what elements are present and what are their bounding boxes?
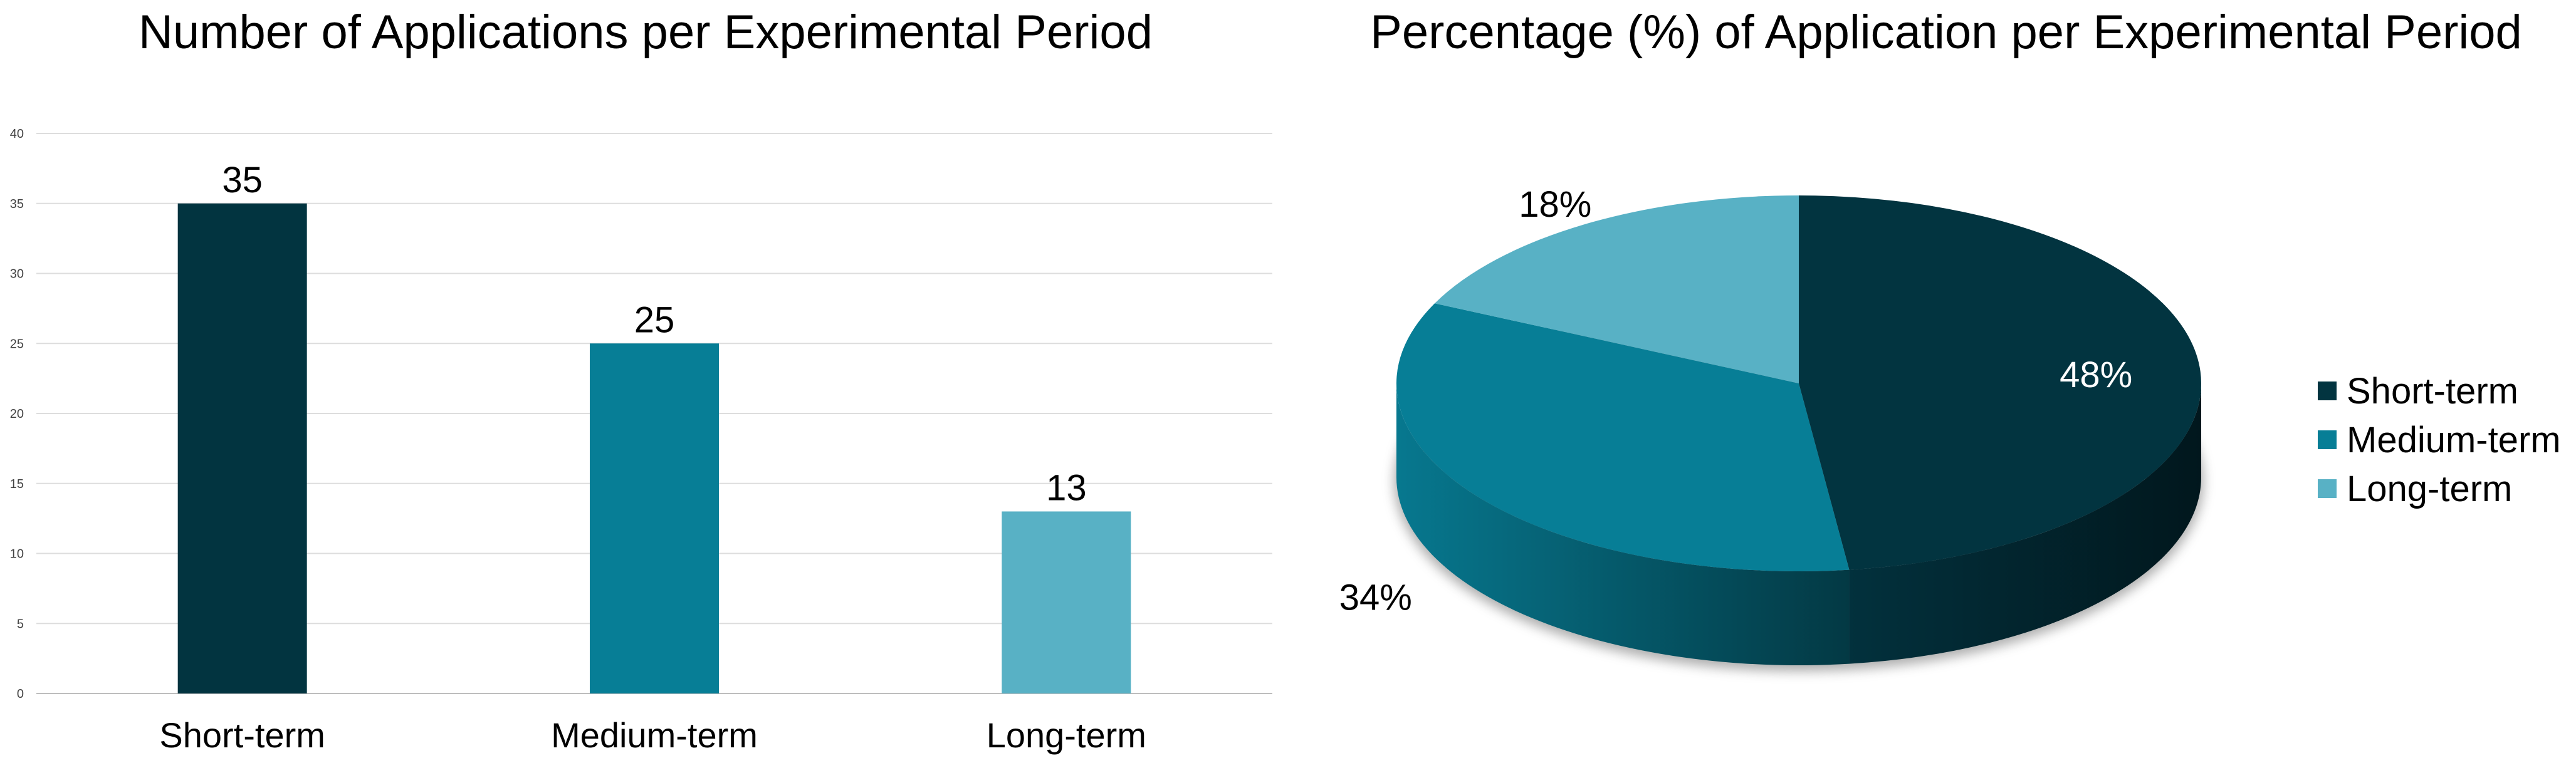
legend-label-short-term: Short-term — [2347, 370, 2518, 412]
legend-item-short-term: Short-term — [2318, 366, 2561, 415]
pie-chart-plot: 48% 34% 18% — [1339, 184, 2204, 672]
pie-value-label-long-term: 18% — [1519, 184, 1591, 225]
y-tick-label: 35 — [10, 197, 24, 211]
y-tick-label: 0 — [17, 687, 24, 701]
x-tick-label-short-term: Short-term — [159, 715, 325, 755]
y-tick-label: 25 — [10, 337, 24, 351]
pie-value-label-short-term: 48% — [2060, 355, 2132, 395]
legend-swatch-long-term — [2318, 479, 2337, 498]
pie-legend: Short-term Medium-term Long-term — [2318, 366, 2561, 513]
legend-swatch-short-term — [2318, 382, 2337, 400]
y-tick-label: 10 — [10, 548, 24, 561]
y-tick-label: 5 — [17, 617, 24, 631]
bar-chart-plot: 0 5 10 15 20 25 30 35 40 35 Short-term 25 Medium-ter… — [10, 127, 1272, 755]
pie-value-label-medium-term: 34% — [1339, 578, 1412, 618]
bar-medium-term — [590, 343, 719, 693]
bar-value-label-medium-term: 25 — [634, 299, 675, 340]
x-tick-label-long-term: Long-term — [987, 715, 1146, 755]
pie-side-medium-term — [1396, 383, 1850, 665]
x-tick-label-medium-term: Medium-term — [551, 715, 758, 755]
bar-short-term — [177, 203, 307, 693]
legend-swatch-medium-term — [2318, 430, 2337, 449]
y-tick-label: 40 — [10, 127, 24, 141]
bar-chart-title: Number of Applications per Experimental … — [139, 6, 1153, 59]
pie-slice-short-term — [1799, 195, 2201, 570]
pie-side-short-term — [1849, 383, 2201, 664]
legend-label-medium-term: Medium-term — [2347, 419, 2561, 460]
bar-value-label-long-term: 13 — [1046, 467, 1087, 508]
y-tick-label: 15 — [10, 477, 24, 491]
bar-chart: Number of Applications per Experimental … — [10, 6, 1272, 755]
pie-chart: Percentage (%) of Application per Experi… — [1316, 0, 2576, 763]
y-tick-label: 30 — [10, 267, 24, 281]
y-tick-label: 20 — [10, 407, 24, 421]
legend-label-long-term: Long-term — [2347, 468, 2513, 509]
pie-chart-title: Percentage (%) of Application per Experi… — [1370, 6, 2522, 59]
legend-item-medium-term: Medium-term — [2318, 415, 2561, 464]
pie-slice-long-term — [1435, 195, 1799, 383]
pie-slice-medium-term — [1396, 303, 1850, 571]
bar-value-label-short-term: 35 — [222, 160, 263, 200]
bar-long-term — [1002, 511, 1131, 693]
legend-item-long-term: Long-term — [2318, 464, 2561, 513]
